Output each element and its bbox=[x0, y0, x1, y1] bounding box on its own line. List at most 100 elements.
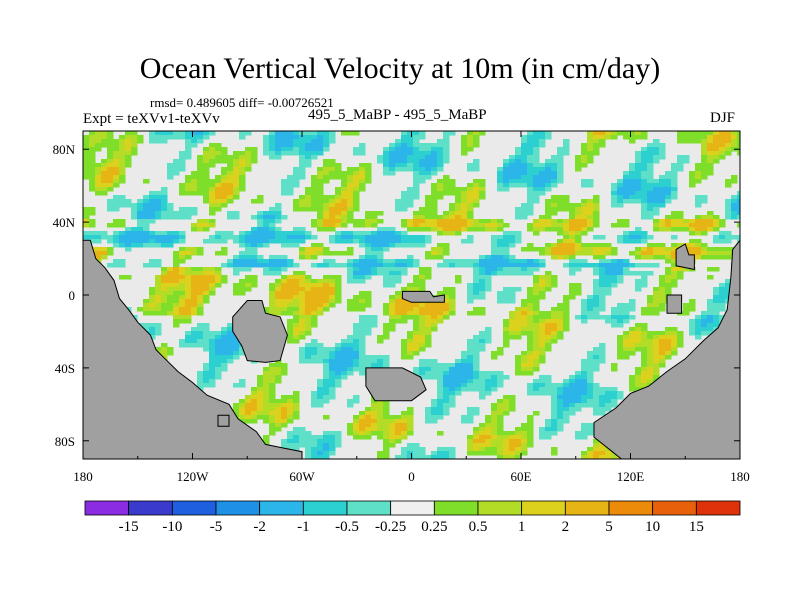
field-cell bbox=[707, 323, 714, 328]
field-cell bbox=[353, 367, 360, 372]
field-cell bbox=[227, 163, 234, 168]
field-cell bbox=[377, 363, 384, 368]
field-cell bbox=[149, 291, 156, 296]
field-cell bbox=[425, 171, 432, 176]
field-cell bbox=[659, 195, 666, 200]
field-cell bbox=[359, 327, 366, 332]
field-cell bbox=[527, 387, 534, 392]
field-cell bbox=[281, 299, 288, 304]
field-cell bbox=[665, 287, 672, 292]
field-cell bbox=[281, 443, 288, 448]
field-cell bbox=[299, 355, 306, 360]
field-cell bbox=[443, 139, 450, 144]
field-cell bbox=[599, 451, 606, 456]
land-mass-7 bbox=[217, 414, 230, 427]
field-cell bbox=[365, 255, 372, 260]
field-cell bbox=[239, 403, 246, 408]
field-cell bbox=[209, 331, 216, 336]
field-cell bbox=[497, 443, 504, 448]
field-cell bbox=[641, 179, 648, 184]
field-cell bbox=[113, 219, 120, 224]
field-cell bbox=[401, 423, 408, 428]
field-cell bbox=[383, 407, 390, 412]
field-cell bbox=[491, 411, 498, 416]
field-cell bbox=[119, 171, 126, 176]
field-cell bbox=[665, 251, 672, 256]
field-cell bbox=[245, 287, 252, 292]
field-cell bbox=[317, 147, 324, 152]
field-cell bbox=[359, 223, 366, 228]
field-cell bbox=[443, 259, 450, 264]
field-cell bbox=[113, 235, 120, 240]
field-cell bbox=[551, 211, 558, 216]
field-cell bbox=[275, 155, 282, 160]
field-cell bbox=[347, 199, 354, 204]
field-cell bbox=[245, 259, 252, 264]
field-cell bbox=[515, 439, 522, 444]
field-cell bbox=[203, 183, 210, 188]
field-cell bbox=[113, 143, 120, 148]
field-cell bbox=[587, 307, 594, 312]
field-cell bbox=[329, 239, 336, 244]
field-cell bbox=[473, 447, 480, 452]
field-cell bbox=[419, 347, 426, 352]
field-cell bbox=[581, 395, 588, 400]
field-cell bbox=[329, 199, 336, 204]
field-cell bbox=[635, 227, 642, 232]
field-cell bbox=[599, 143, 606, 148]
field-cell bbox=[251, 259, 258, 264]
field-cell bbox=[377, 263, 384, 268]
field-cell bbox=[449, 363, 456, 368]
field-cell bbox=[317, 167, 324, 172]
field-cell bbox=[467, 235, 474, 240]
field-cell bbox=[203, 383, 210, 388]
field-cell bbox=[359, 231, 366, 236]
field-cell bbox=[731, 235, 738, 240]
field-cell bbox=[359, 351, 366, 356]
field-cell bbox=[611, 187, 618, 192]
field-cell bbox=[539, 251, 546, 256]
field-cell bbox=[359, 411, 366, 416]
field-cell bbox=[539, 279, 546, 284]
field-cell bbox=[221, 183, 228, 188]
field-cell bbox=[455, 363, 462, 368]
field-cell bbox=[719, 139, 726, 144]
field-cell bbox=[389, 299, 396, 304]
field-cell bbox=[533, 219, 540, 224]
field-cell bbox=[551, 275, 558, 280]
field-cell bbox=[509, 183, 516, 188]
field-cell bbox=[533, 383, 540, 388]
field-cell bbox=[437, 143, 444, 148]
field-cell bbox=[581, 183, 588, 188]
field-cell bbox=[353, 179, 360, 184]
field-cell bbox=[437, 255, 444, 260]
field-cell bbox=[431, 163, 438, 168]
field-cell bbox=[149, 139, 156, 144]
field-cell bbox=[335, 435, 342, 440]
field-cell bbox=[443, 211, 450, 216]
field-cell bbox=[317, 391, 324, 396]
field-cell bbox=[197, 383, 204, 388]
field-cell bbox=[467, 451, 474, 456]
field-cell bbox=[731, 139, 738, 144]
field-cell bbox=[635, 335, 642, 340]
field-cell bbox=[485, 443, 492, 448]
field-cell bbox=[473, 335, 480, 340]
field-cell bbox=[137, 243, 144, 248]
field-cell bbox=[245, 267, 252, 272]
field-cell bbox=[371, 211, 378, 216]
field-cell bbox=[209, 371, 216, 376]
field-cell bbox=[383, 307, 390, 312]
field-cell bbox=[593, 203, 600, 208]
field-cell bbox=[251, 403, 258, 408]
field-cell bbox=[533, 411, 540, 416]
field-cell bbox=[365, 231, 372, 236]
field-cell bbox=[509, 243, 516, 248]
field-cell bbox=[599, 403, 606, 408]
field-cell bbox=[611, 403, 618, 408]
field-cell bbox=[179, 187, 186, 192]
field-cell bbox=[515, 155, 522, 160]
field-cell bbox=[647, 243, 654, 248]
field-cell bbox=[137, 235, 144, 240]
field-cell bbox=[467, 139, 474, 144]
